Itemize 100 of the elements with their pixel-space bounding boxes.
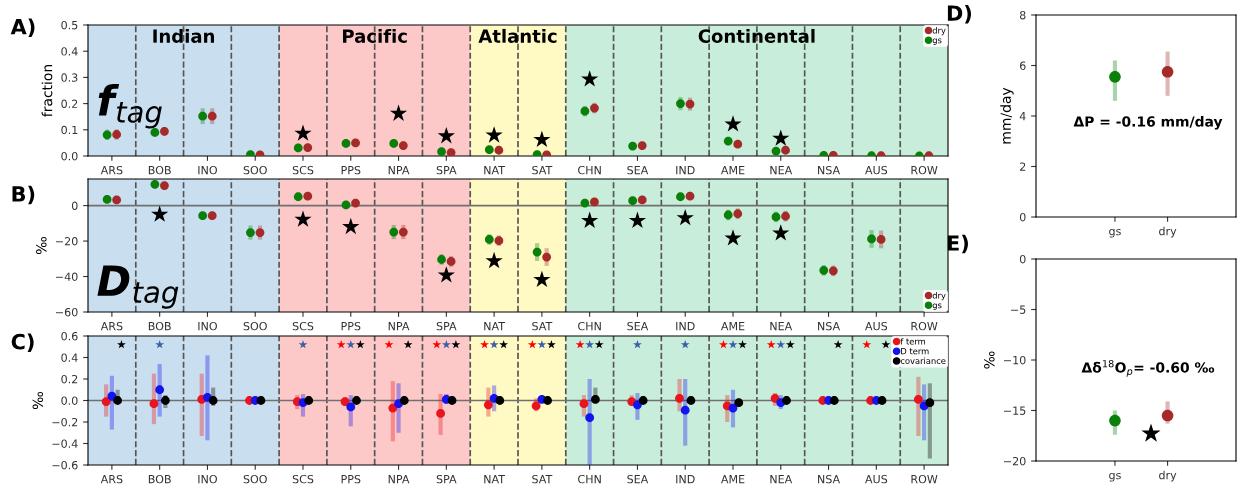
x-tick-label: CHN bbox=[578, 165, 601, 175]
legend-label: dry bbox=[932, 292, 946, 301]
x-tick-label: SCS bbox=[292, 321, 314, 331]
legend-label: covariance bbox=[900, 357, 946, 364]
legend-label: dry bbox=[932, 27, 946, 36]
x-tick-label: NAT bbox=[484, 166, 506, 175]
x-tick-label: SEA bbox=[627, 165, 649, 175]
x-tick-label: SAT bbox=[532, 321, 553, 331]
y-tick-label: 0.1 bbox=[61, 125, 78, 135]
x-tick-label: BOB bbox=[148, 321, 171, 331]
y-tick-label: 0 bbox=[1019, 212, 1026, 222]
x-tick-label: AUS bbox=[865, 165, 888, 175]
x-tick-label: ROW bbox=[911, 165, 938, 175]
x-tick-label: BOB bbox=[148, 474, 171, 484]
legend-label: D term bbox=[901, 348, 929, 355]
y-tick-label: −0.4 bbox=[52, 439, 78, 448]
band-label: Continental bbox=[698, 28, 815, 43]
y-tick-label: 0.0 bbox=[61, 151, 78, 161]
x-tick-label: SOO bbox=[243, 474, 267, 484]
y-tick-label: 8 bbox=[1019, 10, 1026, 20]
y-axis-title: ‰ bbox=[984, 351, 995, 369]
y-tick-label: −10 bbox=[1004, 355, 1026, 365]
x-tick-label: ARS bbox=[100, 321, 123, 331]
x-tick-label: gs bbox=[1109, 472, 1121, 482]
x-tick-label: INO bbox=[198, 474, 217, 484]
x-tick-label: ARS bbox=[100, 165, 123, 175]
legend-label: f term bbox=[900, 338, 926, 345]
text: D) bbox=[947, 4, 972, 24]
x-tick-label: AUS bbox=[865, 474, 888, 484]
x-tick-label: NEA bbox=[770, 475, 793, 484]
x-tick-label: CHN bbox=[578, 321, 601, 331]
y-tick-label: 0.4 bbox=[61, 47, 78, 56]
x-tick-label: SAT bbox=[532, 474, 553, 484]
legend-label: gs bbox=[932, 38, 942, 45]
y-axis-title: mm/day bbox=[1000, 87, 1014, 144]
x-tick-label: NSA bbox=[818, 474, 841, 484]
x-tick-label: SAT bbox=[532, 165, 553, 175]
band-label: Atlantic bbox=[478, 28, 557, 43]
y-tick-label: 2 bbox=[1020, 162, 1026, 171]
x-tick-label: ARS bbox=[100, 474, 123, 484]
y-tick-label: −20 bbox=[1004, 456, 1026, 466]
x-tick-label: SEA bbox=[627, 474, 649, 484]
y-tick-label: 0.3 bbox=[61, 73, 78, 82]
x-tick-label: SCS bbox=[292, 474, 314, 484]
y-tick-label: 0 bbox=[1019, 254, 1026, 264]
band-label: Indian bbox=[153, 28, 215, 43]
x-tick-label: NSA bbox=[818, 321, 841, 331]
x-tick-label: NPA bbox=[388, 166, 410, 175]
x-tick-label: SCS bbox=[292, 165, 314, 175]
y-tick-label: 4 bbox=[1019, 112, 1026, 121]
y-tick-label: −5 bbox=[1011, 305, 1026, 314]
x-tick-label: PPS bbox=[341, 321, 361, 331]
x-tick-label: BOB bbox=[148, 165, 171, 175]
x-tick-label: SOO bbox=[243, 165, 267, 175]
annotation: Δδ$^{18}$O$_{p}$= -0.60 ‰ bbox=[1081, 360, 1215, 377]
x-tick-label: SPA bbox=[436, 321, 457, 331]
x-tick-label: IND bbox=[676, 166, 695, 175]
x-tick-label: SPA bbox=[436, 165, 457, 175]
y-axis-title: ‰ bbox=[32, 391, 44, 410]
y-tick-label: 0 bbox=[71, 201, 78, 210]
annotation: ★ bbox=[1141, 423, 1161, 442]
text: A) bbox=[10, 18, 35, 38]
y-tick-label: 0.2 bbox=[61, 99, 78, 108]
x-tick-label: ROW bbox=[911, 321, 938, 331]
y-tick-label: −40 bbox=[56, 272, 78, 281]
annotation: D$_{tag}$ bbox=[97, 265, 179, 309]
annotation: f$_{tag}$ bbox=[98, 83, 162, 129]
x-tick-label: NSA bbox=[818, 165, 841, 175]
x-tick-label: SOO bbox=[243, 321, 267, 331]
x-tick-label: PPS bbox=[341, 474, 361, 484]
x-tick-label: IND bbox=[676, 322, 695, 331]
x-tick-label: NPA bbox=[388, 322, 410, 331]
y-tick-label: 0.4 bbox=[61, 353, 78, 362]
x-tick-label: IND bbox=[676, 475, 695, 484]
y-axis-title: fraction bbox=[41, 65, 53, 117]
y-tick-label: −60 bbox=[56, 307, 78, 317]
x-tick-label: dry bbox=[1159, 470, 1177, 482]
x-tick-label: SEA bbox=[627, 321, 649, 331]
y-tick-label: 0.2 bbox=[61, 374, 78, 384]
x-tick-label: NEA bbox=[770, 166, 793, 175]
x-tick-label: ROW bbox=[911, 474, 938, 484]
annotation: ΔP = -0.16 mm/day bbox=[1073, 116, 1223, 130]
x-tick-label: NEA bbox=[770, 322, 793, 331]
text: B) bbox=[12, 185, 35, 205]
x-tick-label: INO bbox=[198, 165, 217, 175]
x-tick-label: AME bbox=[720, 475, 745, 484]
x-tick-label: AME bbox=[720, 166, 745, 175]
y-tick-label: 0.6 bbox=[61, 331, 78, 341]
x-tick-label: NAT bbox=[484, 475, 506, 484]
x-tick-label: SPA bbox=[436, 474, 457, 484]
x-tick-label: CHN bbox=[578, 474, 601, 484]
band-label: Pacific bbox=[343, 28, 407, 43]
x-tick-label: INO bbox=[198, 321, 217, 331]
y-tick-label: −0.2 bbox=[52, 417, 78, 427]
x-tick-label: NPA bbox=[388, 475, 410, 484]
y-tick-label: 6 bbox=[1019, 61, 1026, 70]
x-tick-label: AUS bbox=[865, 321, 888, 331]
legend-label: gs bbox=[932, 303, 942, 310]
y-tick-label: −15 bbox=[1004, 406, 1026, 415]
x-tick-label: PPS bbox=[341, 165, 361, 175]
